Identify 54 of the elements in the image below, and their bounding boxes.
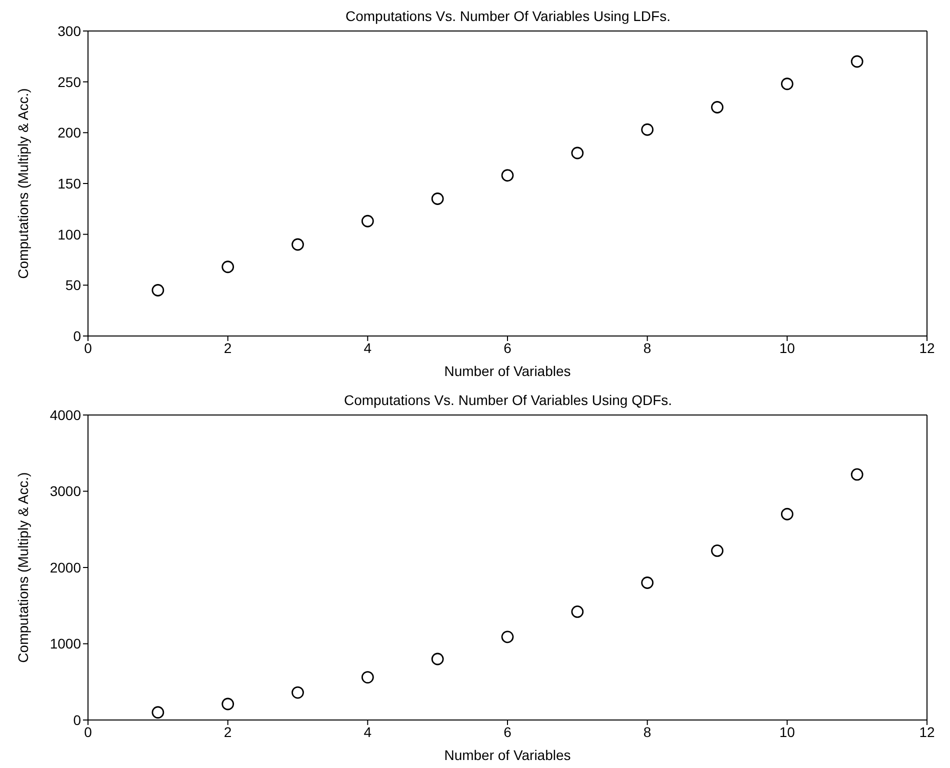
point — [361, 214, 374, 228]
point — [780, 78, 794, 90]
point — [641, 123, 654, 136]
y-axis-title: Computations (Multiply & Acc.) — [14, 88, 31, 279]
point — [711, 544, 724, 557]
y-tick-label: 1000 — [50, 636, 82, 652]
x-tick-label: 6 — [504, 340, 512, 356]
point — [431, 652, 444, 666]
point — [641, 576, 654, 589]
point — [711, 101, 724, 114]
point — [501, 169, 514, 182]
x-tick-label: 10 — [779, 724, 796, 740]
x-tick-label: 6 — [504, 724, 512, 740]
point — [850, 55, 864, 68]
x-tick-label: 4 — [364, 340, 372, 356]
point — [571, 606, 584, 618]
x-tick-label: 0 — [84, 724, 92, 740]
y-tick-label: 300 — [58, 22, 82, 39]
x-axis-title: Number of Variables — [444, 363, 571, 379]
point — [152, 284, 164, 296]
x-tick-label: 8 — [643, 340, 652, 356]
y-tick-label: 50 — [65, 277, 82, 294]
point — [501, 630, 514, 644]
x-tick-label: 2 — [224, 340, 232, 356]
y-tick-label: 0 — [73, 328, 82, 344]
y-tick-label: 0 — [73, 712, 82, 728]
y-tick-label: 150 — [58, 175, 82, 192]
x-tick-label: 10 — [779, 340, 796, 356]
point — [850, 468, 864, 481]
point — [292, 686, 304, 699]
point — [571, 146, 584, 160]
y-tick-label: 200 — [58, 124, 82, 141]
x-tick-label: 12 — [919, 724, 935, 740]
point — [361, 671, 374, 684]
x-tick-label: 4 — [364, 724, 372, 740]
point — [780, 508, 794, 520]
point — [222, 260, 234, 274]
chart-title: Computations Vs. Number Of Variables Using LDFs. — [346, 8, 670, 24]
y-tick-label: 3000 — [50, 483, 82, 500]
x-tick-label: 12 — [919, 340, 935, 356]
x-tick-label: 2 — [224, 724, 232, 740]
x-tick-label: 8 — [643, 724, 652, 740]
y-tick-label: 250 — [58, 74, 82, 90]
y-tick-label: 4000 — [50, 406, 82, 423]
point — [152, 706, 164, 719]
x-axis-title: Number of Variables — [444, 747, 571, 763]
chart-title: Computations Vs. Number Of Variables Using QDFs. — [344, 392, 672, 408]
point — [222, 698, 234, 710]
x-tick-label: 0 — [84, 340, 92, 356]
y-tick-label: 100 — [58, 226, 82, 242]
y-tick-label: 2000 — [50, 559, 82, 576]
point — [431, 192, 444, 205]
point — [292, 238, 304, 251]
y-axis-title: Computations (Multiply & Acc.) — [14, 472, 31, 663]
